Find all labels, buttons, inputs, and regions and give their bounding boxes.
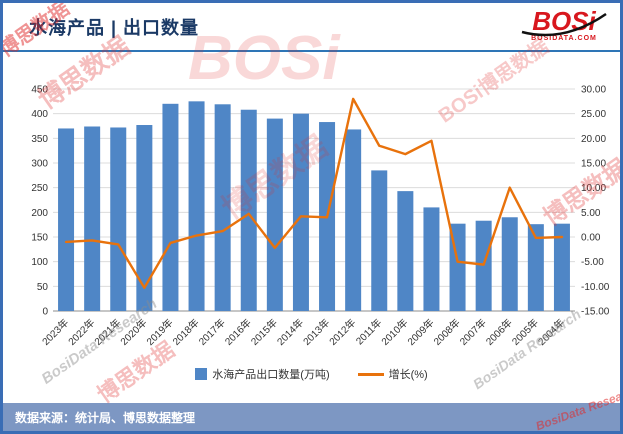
left-axis-tick: 0 bbox=[42, 307, 48, 318]
x-axis-label: 2017年 bbox=[196, 316, 228, 348]
data-source-text: 数据来源：统计局、博思数据整理 bbox=[15, 410, 196, 425]
x-axis-label: 2011年 bbox=[353, 316, 384, 347]
legend-bar-swatch bbox=[195, 368, 208, 380]
bar bbox=[214, 104, 231, 311]
x-axis-label: 2008年 bbox=[431, 316, 463, 348]
page-title: 水海产品 | 出口数量 bbox=[29, 18, 200, 38]
x-axis-label: 2004年 bbox=[535, 316, 567, 348]
left-axis-tick: 450 bbox=[31, 85, 48, 96]
left-axis-tick: 250 bbox=[31, 183, 48, 194]
bar bbox=[397, 191, 414, 311]
right-axis-tick: 0.00 bbox=[581, 233, 601, 244]
x-axis-label: 2014年 bbox=[274, 316, 306, 348]
x-axis-label: 2007年 bbox=[457, 316, 489, 348]
bar bbox=[501, 217, 518, 311]
bar bbox=[292, 113, 309, 311]
footer-bar: 数据来源：统计局、博思数据整理 bbox=[3, 403, 620, 431]
x-axis-label: 2009年 bbox=[405, 316, 437, 348]
left-axis-tick: 300 bbox=[31, 159, 48, 170]
left-axis-tick: 150 bbox=[31, 233, 48, 244]
x-axis-label: 2022年 bbox=[65, 316, 97, 348]
right-axis-tick: 15.00 bbox=[581, 159, 606, 170]
left-axis-tick: 100 bbox=[31, 257, 48, 268]
left-axis-tick: 200 bbox=[31, 208, 48, 219]
x-axis-label: 2006年 bbox=[483, 316, 515, 348]
right-axis-tick: 20.00 bbox=[581, 134, 606, 145]
x-axis-label: 2021年 bbox=[91, 316, 123, 348]
bar bbox=[371, 170, 388, 311]
left-axis-tick: 50 bbox=[37, 282, 49, 293]
bar bbox=[553, 223, 570, 311]
combo-chart: 0 50 100 150 200 250 300 350 400 450 -15.00 -10.00 -… bbox=[31, 85, 610, 348]
bar bbox=[58, 128, 75, 311]
right-axis-tick: 30.00 bbox=[581, 85, 606, 96]
bar bbox=[188, 101, 205, 311]
right-axis-tick: 25.00 bbox=[581, 109, 606, 120]
x-axis-label: 2023年 bbox=[39, 316, 71, 348]
legend-item-line: 增长(%) bbox=[357, 366, 428, 382]
legend-bar-label: 水海产品出口数量(万吨) bbox=[212, 369, 330, 381]
left-axis-tick: 400 bbox=[31, 109, 48, 120]
right-axis-tick: -15.00 bbox=[581, 307, 610, 318]
right-axis-tick: -10.00 bbox=[581, 282, 610, 293]
chart-legend: 水海产品出口数量(万吨) 增长(%) bbox=[3, 366, 620, 382]
bosidata-logo: BOSi BOSIDATA.COM bbox=[516, 8, 612, 42]
x-axis-label: 2018年 bbox=[170, 316, 202, 348]
x-axis-label: 2020年 bbox=[117, 316, 149, 348]
bar bbox=[475, 220, 492, 311]
legend-item-bars: 水海产品出口数量(万吨) bbox=[195, 366, 330, 382]
legend-line-swatch bbox=[357, 372, 384, 376]
bar bbox=[136, 125, 153, 311]
right-axis-tick: 5.00 bbox=[581, 208, 601, 219]
bar bbox=[345, 129, 362, 311]
x-axis-label: 2013年 bbox=[300, 316, 332, 348]
bar bbox=[84, 126, 101, 311]
x-axis-label: 2012年 bbox=[326, 316, 358, 348]
bar bbox=[423, 207, 440, 311]
bar bbox=[162, 103, 179, 311]
right-axis-tick: 10.00 bbox=[581, 183, 606, 194]
logo-domain: BOSIDATA.COM bbox=[531, 35, 597, 42]
x-axis-label: 2019年 bbox=[144, 316, 176, 348]
legend-line-label: 增长(%) bbox=[388, 369, 428, 381]
right-axis-tick: -5.00 bbox=[581, 257, 604, 268]
growth-line bbox=[64, 97, 564, 290]
bar bbox=[110, 127, 127, 311]
bar bbox=[240, 109, 257, 311]
bar bbox=[527, 224, 544, 311]
bar bbox=[266, 118, 283, 311]
x-axis-label: 2010年 bbox=[378, 316, 410, 348]
x-axis-label: 2016年 bbox=[222, 316, 254, 348]
left-axis-tick: 350 bbox=[31, 134, 48, 145]
x-axis-label: 2015年 bbox=[248, 316, 280, 348]
logo-wordmark: BOSi bbox=[532, 6, 596, 36]
x-axis-label: 2005年 bbox=[509, 316, 541, 348]
header-divider bbox=[3, 50, 620, 52]
